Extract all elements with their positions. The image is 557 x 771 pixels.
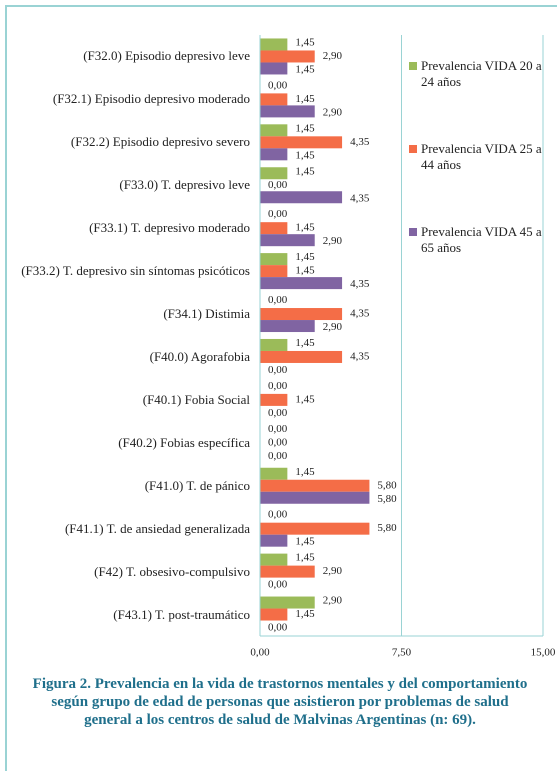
bar <box>260 608 288 621</box>
value-label: 0,00 <box>268 364 288 376</box>
y-tick-label: (F41.0) T. de pánico <box>144 477 250 493</box>
bar <box>260 265 288 278</box>
value-label: 0,00 <box>268 436 288 448</box>
bar <box>260 553 288 566</box>
bar <box>260 467 288 480</box>
y-tick-label: (F40.0) Agorafobia <box>149 348 250 364</box>
value-label: 0,00 <box>268 380 288 392</box>
bar <box>260 93 288 106</box>
value-label: 4,35 <box>350 136 370 148</box>
bar <box>260 148 288 161</box>
value-label: 0,00 <box>268 579 288 591</box>
y-tick-label: (F33.2) T. depresivo sin síntomas psicót… <box>21 263 250 279</box>
bar <box>260 38 288 51</box>
value-label: 1,45 <box>295 222 315 234</box>
bar <box>260 491 370 504</box>
value-label: 0,00 <box>268 407 288 419</box>
bar <box>260 105 315 118</box>
value-label: 1,45 <box>295 149 315 161</box>
value-label: 2,90 <box>323 106 343 118</box>
y-tick-label: (F34.1) Distimia <box>163 306 250 322</box>
bar <box>260 234 315 247</box>
bar <box>260 124 288 137</box>
x-tick-label: 0,00 <box>250 647 270 659</box>
legend-swatch <box>409 228 417 236</box>
value-label: 1,45 <box>295 93 315 105</box>
bar <box>260 167 288 180</box>
value-label: 1,45 <box>295 337 315 349</box>
legend-swatch <box>409 62 417 70</box>
bar <box>260 136 343 149</box>
value-label: 1,45 <box>295 466 315 478</box>
value-label: 2,90 <box>323 565 343 577</box>
value-label: 4,35 <box>350 192 370 204</box>
value-label: 5,80 <box>377 493 397 505</box>
x-tick-label: 15,00 <box>531 647 556 659</box>
bar <box>260 522 370 535</box>
y-tick-label: (F32.0) Episodio depresivo leve <box>83 48 250 64</box>
value-label: 2,90 <box>323 50 343 62</box>
value-label: 5,80 <box>377 479 397 491</box>
value-label: 1,45 <box>295 122 315 134</box>
bar <box>260 393 288 406</box>
value-label: 1,45 <box>295 536 315 548</box>
y-tick-label: (F32.1) Episodio depresivo moderado <box>52 91 250 107</box>
bar <box>260 50 315 63</box>
legend-label: Prevalencia VIDA 20 a 24 años <box>421 58 542 89</box>
value-label: 1,45 <box>295 552 315 564</box>
legend-swatch <box>409 145 417 153</box>
value-label: 1,45 <box>295 36 315 48</box>
value-label: 1,45 <box>295 265 315 277</box>
value-label: 0,00 <box>268 450 288 462</box>
value-label: 1,45 <box>295 608 315 620</box>
bar <box>260 191 343 204</box>
value-label: 1,45 <box>295 165 315 177</box>
y-tick-label: (F33.0) T. depresivo leve <box>119 177 250 193</box>
frame <box>5 5 557 771</box>
bar <box>260 222 288 235</box>
value-label: 4,35 <box>350 350 370 362</box>
value-label: 1,45 <box>295 251 315 263</box>
y-tick-label: (F41.1) T. de ansiedad generalizada <box>64 520 250 536</box>
bar <box>260 320 315 333</box>
chart-title: Figura 2. Prevalencia en la vida de tras… <box>32 676 528 728</box>
bar <box>260 479 370 492</box>
bar <box>260 350 343 363</box>
value-label: 0,00 <box>268 208 288 220</box>
y-tick-label: (F40.2) Fobias específica <box>118 434 250 450</box>
value-label: 2,90 <box>323 235 343 247</box>
y-tick-label: (F33.1) T. depresivo moderado <box>89 220 250 236</box>
value-label: 1,45 <box>295 393 315 405</box>
y-tick-label: (F42) T. obsesivo-compulsivo <box>94 563 250 579</box>
y-tick-label: (F43.1) T. post-traumático <box>113 606 250 622</box>
bar <box>260 62 288 75</box>
x-tick-label: 7,50 <box>392 647 412 659</box>
bar <box>260 565 315 578</box>
bar <box>260 596 315 609</box>
value-label: 2,90 <box>323 321 343 333</box>
value-label: 4,35 <box>350 308 370 320</box>
bar <box>260 338 288 351</box>
value-label: 5,80 <box>377 522 397 534</box>
value-label: 4,35 <box>350 278 370 290</box>
y-tick-label: (F32.2) Episodio depresivo severo <box>70 134 250 150</box>
bar <box>260 277 343 290</box>
value-label: 0,00 <box>268 179 288 191</box>
bar <box>260 308 343 321</box>
bar <box>260 534 288 547</box>
value-label: 0,00 <box>268 79 288 91</box>
value-label: 1,45 <box>295 63 315 75</box>
legend-label: Prevalencia VIDA 45 a 65 años <box>421 224 542 255</box>
value-label: 0,00 <box>268 509 288 521</box>
value-label: 0,00 <box>268 423 288 435</box>
legend-label: Prevalencia VIDA 25 a 44 años <box>421 141 542 172</box>
value-label: 2,90 <box>323 595 343 607</box>
value-label: 0,00 <box>268 622 288 634</box>
value-label: 0,00 <box>268 294 288 306</box>
bar <box>260 253 288 266</box>
y-tick-label: (F40.1) Fobia Social <box>142 391 250 407</box>
